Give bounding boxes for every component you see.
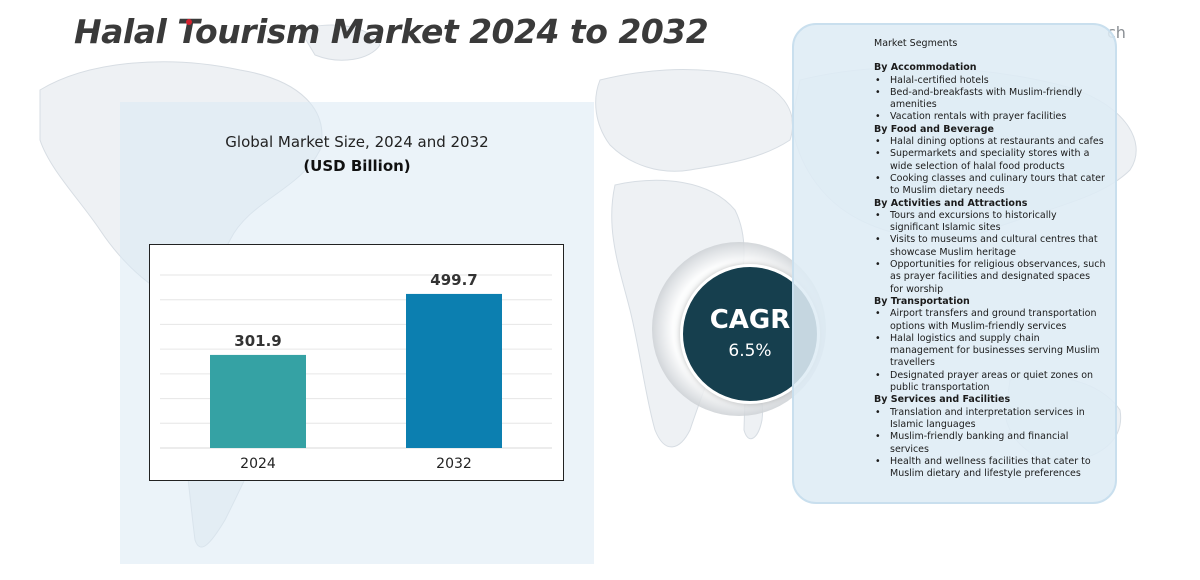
segment-item: Designated prayer areas or quiet zones o… [874,370,1106,395]
segment-item: Halal logistics and supply chain managem… [874,333,1106,370]
bar-chart: 301.9 2024 499.7 2032 [160,271,552,472]
segment-item: Vacation rentals with prayer facilities [874,111,1106,124]
segment-item-list: Tours and excursions to historically sig… [874,210,1106,296]
segment-group-title: By Activities and Attractions [874,197,1028,209]
segment-item-list: Translation and interpretation services … [874,407,1106,481]
segment-item: Bed-and-breakfasts with Muslim-friendly … [874,87,1106,112]
segment-group-title: By Transportation [874,295,970,307]
segment-item-list: Halal-certified hotelsBed-and-breakfasts… [874,75,1106,124]
segment-item-list: Halal dining options at restaurants and … [874,136,1106,197]
segment-item: Health and wellness facilities that cate… [874,456,1106,481]
segment-item: Visits to museums and cultural centres t… [874,234,1106,259]
segment-item: Translation and interpretation services … [874,407,1106,432]
segment-item: Halal-certified hotels [874,75,1106,88]
segment-groups: By AccommodationHalal-certified hotelsBe… [874,62,1106,480]
title-accent-dot [186,19,192,25]
cagr-label: CAGR [709,305,791,335]
segment-item: Muslim-friendly banking and financial se… [874,431,1106,456]
segment-group-title: By Accommodation [874,62,977,74]
bar-chart-frame: 301.9 2024 499.7 2032 [149,244,564,481]
segment-item-list: Airport transfers and ground transportat… [874,308,1106,394]
segment-item: Opportunities for religious observances,… [874,259,1106,296]
bar-value-label: 301.9 [234,332,281,350]
bar-2024 [210,354,306,448]
bar-value-label: 499.7 [430,271,477,289]
cagr-value: 6.5% [728,341,772,361]
bar-2032 [406,293,502,448]
segment-item: Airport transfers and ground transportat… [874,308,1106,333]
market-segments-list: Market Segments By AccommodationHalal-ce… [874,38,1106,480]
x-tick-label: 2032 [436,456,472,472]
segments-heading: Market Segments [874,38,958,49]
x-tick-label: 2024 [240,456,276,472]
chart-subtitle: (USD Billion) [303,157,411,175]
segment-item: Tours and excursions to historically sig… [874,210,1106,235]
segment-group-title: By Food and Beverage [874,123,994,135]
segment-group-title: By Services and Facilities [874,394,1011,406]
segment-item: Supermarkets and speciality stores with … [874,148,1106,173]
segment-item: Halal dining options at restaurants and … [874,136,1106,149]
chart-title: Global Market Size, 2024 and 2032 [225,133,489,151]
page-title: Halal Tourism Market 2024 to 2032 [74,12,709,51]
segment-item: Cooking classes and culinary tours that … [874,173,1106,198]
